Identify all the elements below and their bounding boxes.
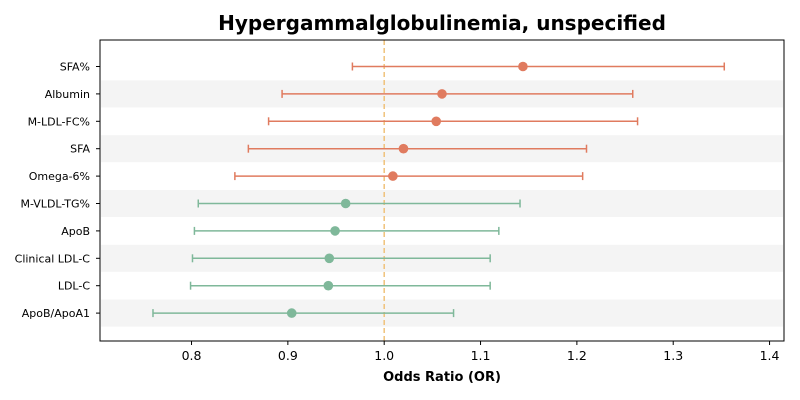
or-point xyxy=(323,280,334,291)
y-tick-label: M-VLDL-TG% xyxy=(20,198,90,211)
y-tick-label: SFA xyxy=(70,143,90,156)
x-tick-label: 1.0 xyxy=(374,348,394,363)
chart-marks xyxy=(152,61,726,318)
plot-frame xyxy=(99,39,785,342)
y-tick-label: SFA% xyxy=(60,61,90,74)
y-axis: SFA% Albumin M-LDL-FC% SFA Omega-6% M-VLDL-TG… xyxy=(15,61,100,320)
or-point xyxy=(437,89,447,99)
x-axis: 0.8 0.9 1.0 1.1 1.2 1.3 1.4 xyxy=(182,341,780,363)
or-point xyxy=(398,143,409,154)
y-tick-label: Omega-6% xyxy=(29,170,90,183)
or-point xyxy=(324,253,335,264)
x-tick-label: 1.3 xyxy=(663,348,683,363)
x-tick-label: 0.8 xyxy=(182,348,202,363)
chart-title: Hypergammalglobulinemia, unspecified xyxy=(218,11,666,35)
y-tick-label: Clinical LDL-C xyxy=(15,252,91,265)
y-tick-label: LDL-C xyxy=(58,280,91,293)
y-tick-label: M-LDL-FC% xyxy=(28,115,90,128)
or-point xyxy=(330,226,340,236)
x-tick-label: 1.2 xyxy=(567,348,587,363)
or-point xyxy=(286,308,297,318)
y-tick-label: ApoB/ApoA1 xyxy=(22,307,90,320)
x-axis-label: Odds Ratio (OR) xyxy=(383,370,501,385)
x-tick-label: 1.1 xyxy=(471,348,491,363)
x-tick-label: 0.9 xyxy=(278,348,298,363)
y-tick-label: ApoB xyxy=(61,225,90,238)
or-point xyxy=(340,198,351,209)
or-point xyxy=(388,171,398,181)
x-tick-label: 1.4 xyxy=(760,348,780,363)
or-point xyxy=(518,61,528,72)
or-point xyxy=(431,116,442,127)
y-tick-label: Albumin xyxy=(45,88,90,101)
